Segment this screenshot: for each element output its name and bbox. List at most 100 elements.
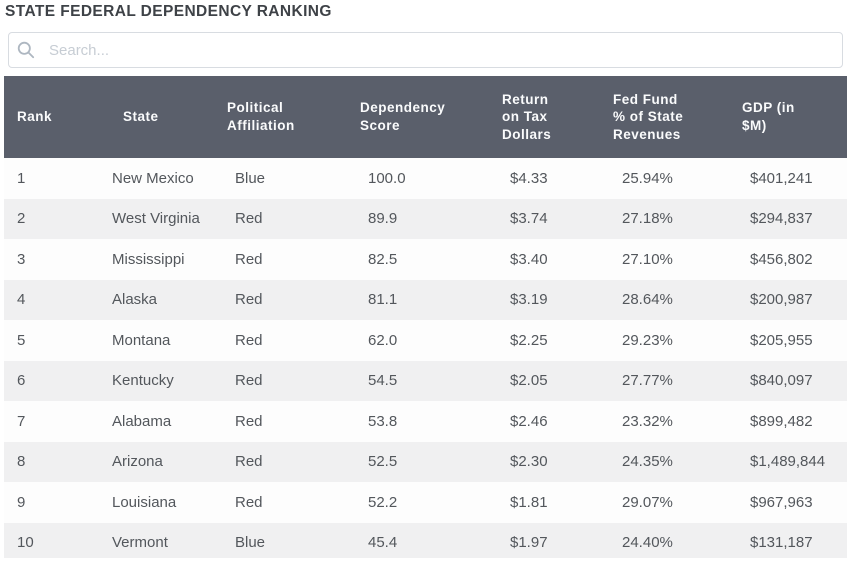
table-row: 3 Mississippi Red 82.5 $3.40 27.10% $456… xyxy=(4,239,847,280)
col-header-rank[interactable]: Rank xyxy=(4,76,99,158)
cell-gdp: $401,241 xyxy=(734,158,847,199)
cell-state: Kentucky xyxy=(99,360,219,401)
cell-fed-fund-pct: 27.77% xyxy=(609,360,734,401)
col-header-label: Score xyxy=(360,118,401,133)
cell-political-affiliation: Red xyxy=(219,401,354,442)
search-input[interactable] xyxy=(47,40,834,60)
cell-rank: 7 xyxy=(4,401,99,442)
cell-dependency-score: 53.8 xyxy=(354,401,499,442)
cell-dependency-score: 54.5 xyxy=(354,360,499,401)
dependency-table: Rank State Political Affiliation Depende… xyxy=(4,76,847,558)
cell-gdp: $840,097 xyxy=(734,360,847,401)
cell-rank: 9 xyxy=(4,482,99,523)
cell-state: Vermont xyxy=(99,522,219,558)
cell-gdp: $456,802 xyxy=(734,239,847,280)
cell-return-on-tax: $2.30 xyxy=(499,441,609,482)
cell-return-on-tax: $2.05 xyxy=(499,360,609,401)
cell-fed-fund-pct: 24.40% xyxy=(609,522,734,558)
cell-rank: 5 xyxy=(4,320,99,361)
cell-political-affiliation: Red xyxy=(219,360,354,401)
cell-return-on-tax: $2.25 xyxy=(499,320,609,361)
cell-return-on-tax: $4.33 xyxy=(499,158,609,199)
cell-gdp: $200,987 xyxy=(734,279,847,320)
cell-gdp: $294,837 xyxy=(734,198,847,239)
cell-return-on-tax: $3.74 xyxy=(499,198,609,239)
col-header-gdp[interactable]: GDP (in $M) xyxy=(734,76,847,158)
cell-political-affiliation: Blue xyxy=(219,522,354,558)
cell-state: Alabama xyxy=(99,401,219,442)
cell-fed-fund-pct: 27.10% xyxy=(609,239,734,280)
cell-dependency-score: 52.5 xyxy=(354,441,499,482)
dependency-table-container: Rank State Political Affiliation Depende… xyxy=(4,76,847,558)
cell-dependency-score: 82.5 xyxy=(354,239,499,280)
col-header-state[interactable]: State xyxy=(99,76,219,158)
cell-rank: 6 xyxy=(4,360,99,401)
cell-dependency-score: 89.9 xyxy=(354,198,499,239)
cell-return-on-tax: $1.97 xyxy=(499,522,609,558)
cell-political-affiliation: Blue xyxy=(219,158,354,199)
cell-fed-fund-pct: 29.23% xyxy=(609,320,734,361)
cell-fed-fund-pct: 28.64% xyxy=(609,279,734,320)
cell-fed-fund-pct: 25.94% xyxy=(609,158,734,199)
cell-rank: 10 xyxy=(4,522,99,558)
col-header-label: Dollars xyxy=(502,126,552,142)
col-header-label: Return xyxy=(502,91,549,107)
col-header-fed-fund-pct[interactable]: Fed Fund % of State Revenues xyxy=(609,76,734,158)
cell-political-affiliation: Red xyxy=(219,239,354,280)
cell-dependency-score: 81.1 xyxy=(354,279,499,320)
col-header-label: $M) xyxy=(742,118,767,133)
col-header-label: GDP (in xyxy=(742,100,795,116)
cell-rank: 1 xyxy=(4,158,99,199)
col-header-return-on-tax-dollars[interactable]: Return on Tax Dollars xyxy=(499,76,609,158)
cell-fed-fund-pct: 29.07% xyxy=(609,482,734,523)
col-header-label: % of State xyxy=(613,109,684,125)
cell-dependency-score: 45.4 xyxy=(354,522,499,558)
cell-return-on-tax: $1.81 xyxy=(499,482,609,523)
cell-state: Louisiana xyxy=(99,482,219,523)
cell-fed-fund-pct: 24.35% xyxy=(609,441,734,482)
cell-rank: 3 xyxy=(4,239,99,280)
col-header-label: Fed Fund xyxy=(613,91,678,107)
cell-state: West Virginia xyxy=(99,198,219,239)
cell-rank: 8 xyxy=(4,441,99,482)
table-row: 2 West Virginia Red 89.9 $3.74 27.18% $2… xyxy=(4,198,847,239)
cell-state: Montana xyxy=(99,320,219,361)
cell-state: New Mexico xyxy=(99,158,219,199)
search-icon xyxy=(17,41,35,59)
cell-dependency-score: 52.2 xyxy=(354,482,499,523)
table-row: 6 Kentucky Red 54.5 $2.05 27.77% $840,09… xyxy=(4,360,847,401)
search-box[interactable] xyxy=(8,32,843,68)
cell-gdp: $1,489,844 xyxy=(734,441,847,482)
cell-political-affiliation: Red xyxy=(219,198,354,239)
cell-state: Arizona xyxy=(99,441,219,482)
table-header-row: Rank State Political Affiliation Depende… xyxy=(4,76,847,158)
table-row: 10 Vermont Blue 45.4 $1.97 24.40% $131,1… xyxy=(4,522,847,558)
col-header-label: Affiliation xyxy=(227,118,295,133)
cell-political-affiliation: Red xyxy=(219,482,354,523)
col-header-political-affiliation[interactable]: Political Affiliation xyxy=(219,76,354,158)
cell-gdp: $899,482 xyxy=(734,401,847,442)
col-header-dependency-score[interactable]: Dependency Score xyxy=(354,76,499,158)
cell-state: Mississippi xyxy=(99,239,219,280)
col-header-label: State xyxy=(123,109,159,125)
col-header-label: Revenues xyxy=(613,126,681,142)
table-row: 9 Louisiana Red 52.2 $1.81 29.07% $967,9… xyxy=(4,482,847,523)
cell-state: Alaska xyxy=(99,279,219,320)
cell-political-affiliation: Red xyxy=(219,279,354,320)
cell-return-on-tax: $3.40 xyxy=(499,239,609,280)
cell-political-affiliation: Red xyxy=(219,320,354,361)
cell-return-on-tax: $3.19 xyxy=(499,279,609,320)
page-title: STATE FEDERAL DEPENDENCY RANKING xyxy=(5,3,332,20)
cell-gdp: $131,187 xyxy=(734,522,847,558)
cell-rank: 4 xyxy=(4,279,99,320)
cell-gdp: $967,963 xyxy=(734,482,847,523)
table-row: 8 Arizona Red 52.5 $2.30 24.35% $1,489,8… xyxy=(4,441,847,482)
cell-fed-fund-pct: 23.32% xyxy=(609,401,734,442)
col-header-label: on Tax xyxy=(502,109,548,125)
cell-return-on-tax: $2.46 xyxy=(499,401,609,442)
table-row: 5 Montana Red 62.0 $2.25 29.23% $205,955 xyxy=(4,320,847,361)
table-row: 4 Alaska Red 81.1 $3.19 28.64% $200,987 xyxy=(4,279,847,320)
cell-dependency-score: 62.0 xyxy=(354,320,499,361)
cell-dependency-score: 100.0 xyxy=(354,158,499,199)
table-row: 7 Alabama Red 53.8 $2.46 23.32% $899,482 xyxy=(4,401,847,442)
